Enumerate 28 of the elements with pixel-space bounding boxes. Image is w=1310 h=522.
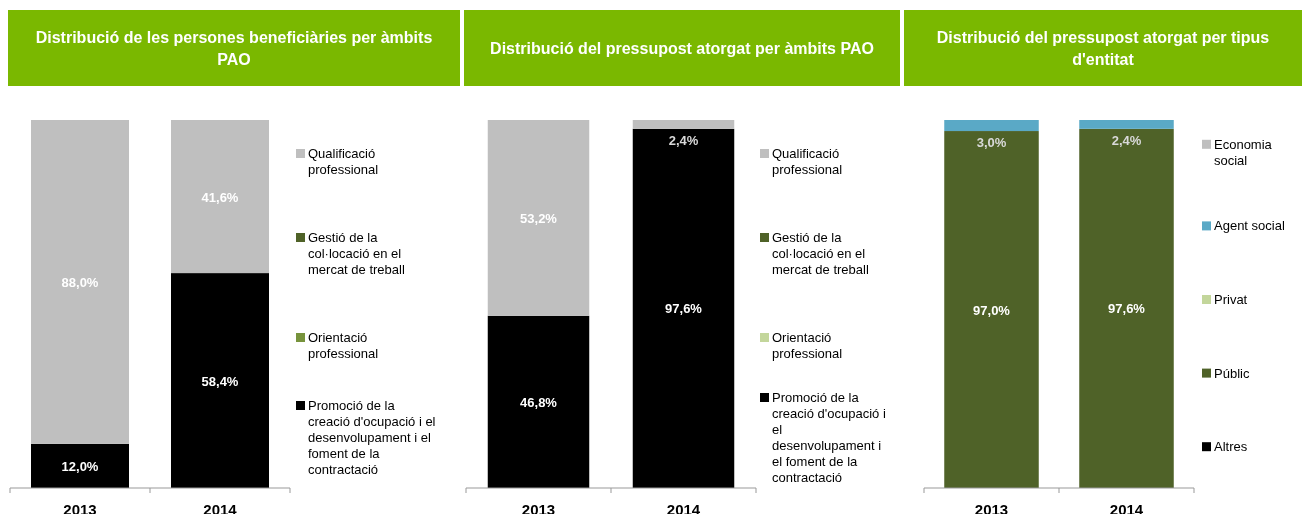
data-label: 88,0% bbox=[61, 274, 99, 290]
legend-label: Promoció de la creació d'ocupació i el desenvolupament i el foment de la contractació bbox=[772, 390, 886, 485]
legend-label: Promoció de la creació d'ocupació i el desenvolupament i el foment de la contractació bbox=[308, 398, 436, 477]
legend-label: Economia social bbox=[1214, 136, 1273, 168]
data-label: 97,6% bbox=[665, 301, 703, 317]
data-label: 97,6% bbox=[1108, 301, 1146, 317]
data-label: 53,2% bbox=[520, 210, 558, 226]
legend-label: Qualificació professional bbox=[308, 146, 379, 177]
chart-title: Distribució del pressupost atorgat per àmbits PAO bbox=[490, 40, 874, 57]
data-label: 3,0% bbox=[976, 135, 1007, 151]
legend-label: Orientació professional bbox=[772, 330, 843, 361]
legend-label: Gestió de la col·locació en el mercat de treball bbox=[308, 230, 405, 277]
legend-label: Orientació professional bbox=[308, 330, 379, 361]
legend-label: Qualificació professional bbox=[772, 146, 843, 177]
data-label: 46,8% bbox=[520, 394, 558, 410]
legend-label: Agent social bbox=[1214, 218, 1285, 234]
legend-label: Altres bbox=[1214, 439, 1248, 455]
data-label: 2,4% bbox=[1111, 132, 1142, 148]
data-label: 97,0% bbox=[973, 302, 1011, 318]
data-label: 12,0% bbox=[61, 458, 99, 474]
legend-label: Privat bbox=[1214, 292, 1248, 307]
data-label: 58,4% bbox=[201, 373, 239, 389]
chart-title: Distribució de les persones beneficiàries per àmbits PAO bbox=[35, 29, 433, 68]
legend-label: Públic bbox=[1214, 365, 1250, 381]
legend-label: Gestió de la col·locació en el mercat de treball bbox=[772, 230, 869, 277]
chart-title: Distribució del pressupost atorgat per tipus d'entitat bbox=[936, 29, 1270, 68]
data-label: 41,6% bbox=[201, 189, 239, 205]
data-label: 2,4% bbox=[668, 132, 699, 148]
